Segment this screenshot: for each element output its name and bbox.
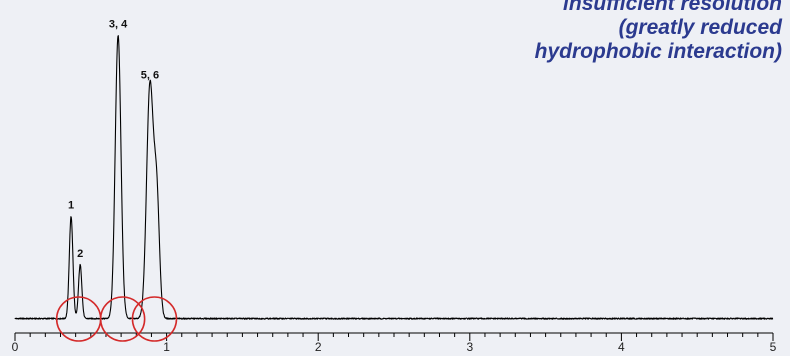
chromatogram-trace-group <box>14 35 774 320</box>
annotation-line-3: hydrophobic interaction) <box>534 40 782 63</box>
resolution-circles <box>55 296 178 342</box>
peak-labels: 1 2 3, 4 5, 6 <box>68 19 159 260</box>
x-tick-label: 5 <box>770 340 777 354</box>
peak-label: 5, 6 <box>141 70 159 82</box>
chromatogram-trace <box>14 35 774 320</box>
x-tick-label: 0 <box>12 340 19 354</box>
x-tick-label: 3 <box>466 340 473 354</box>
peak-label: 3, 4 <box>109 19 128 31</box>
x-axis-ticks: 0 1 2 3 4 5 <box>12 332 777 354</box>
resolution-annotation: insufficient resolution (greatly reduced… <box>535 0 782 64</box>
annotation-line-1: insufficient resolution <box>563 0 782 15</box>
peak-label: 1 <box>68 200 74 212</box>
annotation-line-2: (greatly reduced <box>618 16 782 39</box>
x-tick-label: 2 <box>315 340 322 354</box>
x-tick-label: 4 <box>618 340 625 354</box>
resolution-highlight-circle <box>131 296 178 342</box>
resolution-highlight-circle <box>99 296 146 342</box>
peak-label: 2 <box>77 248 83 260</box>
x-tick-label: 1 <box>163 340 170 354</box>
